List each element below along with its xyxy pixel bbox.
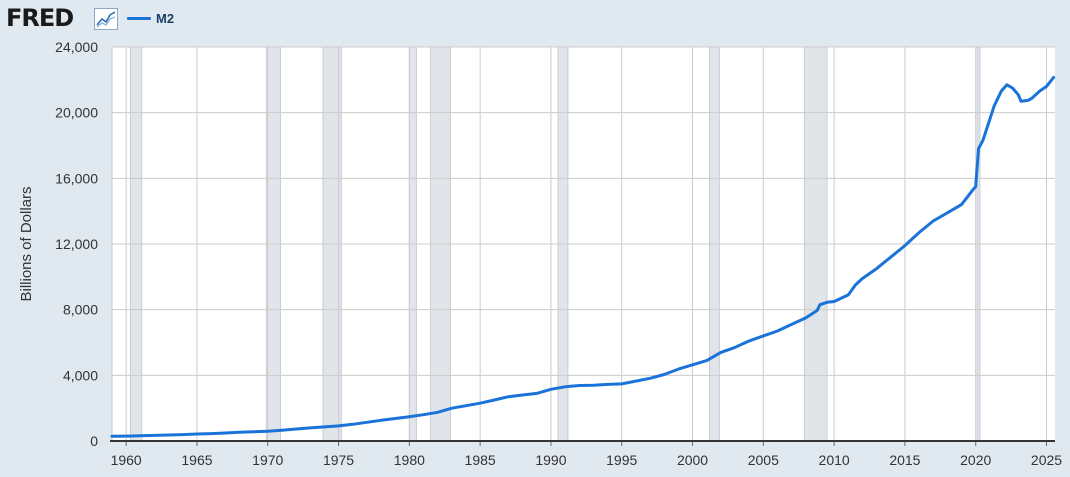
- x-tick-label: 1965: [181, 452, 212, 468]
- y-tick-label: 24,000: [55, 39, 98, 55]
- y-tick-label: 12,000: [55, 236, 98, 252]
- x-tick-label: 1970: [252, 452, 283, 468]
- x-tick-label: 2025: [1031, 452, 1062, 468]
- y-tick-label: 16,000: [55, 170, 98, 186]
- fred-logo[interactable]: FRED: [6, 4, 74, 32]
- x-tick-label: 1995: [606, 452, 637, 468]
- chart-header: FRED M2: [0, 0, 1070, 36]
- legend-swatch-m2: [127, 16, 151, 20]
- x-tick-label: 2020: [960, 452, 991, 468]
- legend-label-m2: M2: [156, 10, 175, 26]
- trend-chart-icon: [94, 8, 118, 30]
- x-tick-label: 1980: [394, 452, 425, 468]
- x-tick-label: 2010: [819, 452, 850, 468]
- x-tick-label: 1960: [111, 452, 142, 468]
- y-tick-label: 0: [90, 433, 98, 449]
- x-tick-label: 2015: [889, 452, 920, 468]
- series-line-m2: [110, 75, 1056, 438]
- x-tick-label: 2005: [748, 452, 779, 468]
- chart-legend[interactable]: M2: [127, 9, 174, 27]
- y-tick-label: 20,000: [55, 105, 98, 121]
- x-tick-label: 2000: [677, 452, 708, 468]
- x-tick-label: 1985: [465, 452, 496, 468]
- x-tick-label: 1975: [323, 452, 354, 468]
- x-tick-label: 1990: [535, 452, 566, 468]
- y-axis-label: Billions of Dollars: [18, 186, 35, 301]
- y-tick-label: 8,000: [63, 302, 98, 318]
- y-tick-label: 4,000: [63, 367, 98, 383]
